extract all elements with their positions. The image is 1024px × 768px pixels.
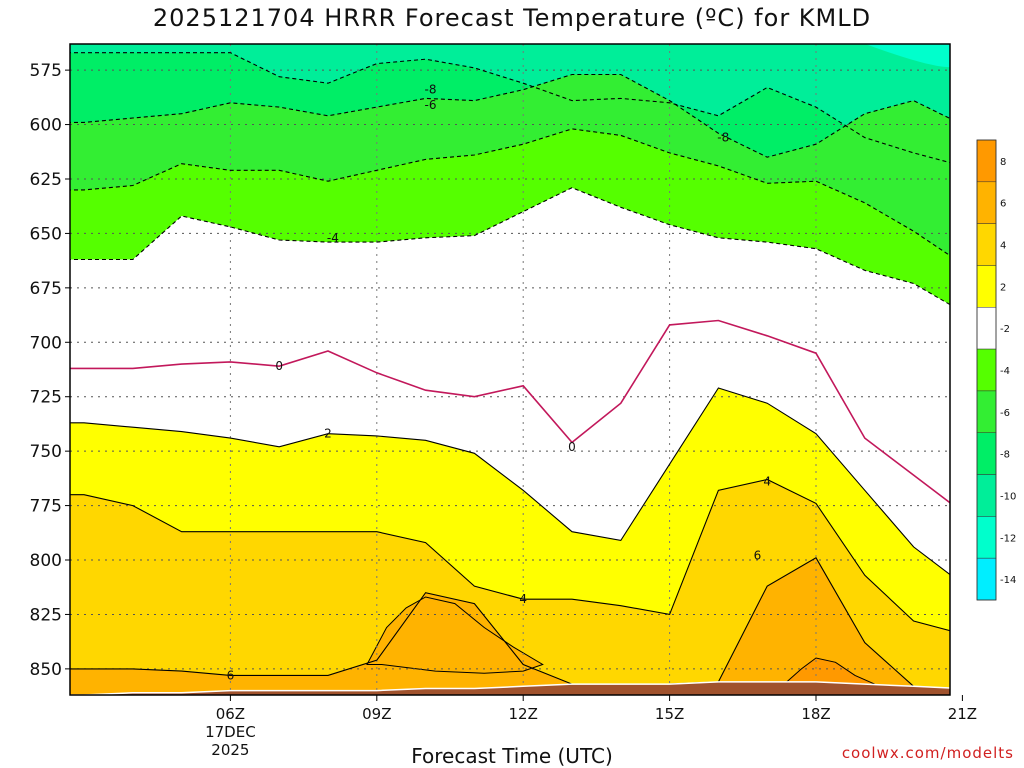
credit-link[interactable]: coolwx.com/modelts: [841, 744, 1014, 762]
colorbar-tick-9: -12: [1000, 533, 1016, 544]
colorbar: 8 6 4 2 -2 -4 -6 -8 -10 -12 -14: [976, 139, 1016, 601]
isotherm-minus4: [70, 128, 950, 257]
y-tick-label-625: 625: [30, 170, 62, 190]
colorbar-frame: [976, 139, 997, 601]
band-below-4: [70, 479, 950, 695]
colorbar-swatch-6: [976, 390, 997, 433]
colorbar-tick-3: 2: [1000, 282, 1006, 293]
contour-label-6: 2: [324, 427, 332, 441]
isotherm-4: [70, 478, 950, 632]
band-below-6: [70, 557, 950, 695]
band-cold-corner-14: [960, 42, 986, 57]
contour-label-8: 4: [763, 475, 771, 489]
x-axis-label: Forecast Time (UTC): [411, 744, 613, 768]
colorbar-swatch-1: [976, 181, 997, 224]
y-tick-label-575: 575: [30, 61, 62, 81]
isotherm-minus6: [70, 73, 950, 158]
band-cold-corner-12: [865, 44, 950, 68]
colorbar-tick-0: 8: [1000, 157, 1006, 168]
chart-title: 2025121704 HRRR Forecast Temperature (ºC…: [152, 4, 872, 32]
colorbar-tick-8: -10: [1000, 491, 1016, 502]
contour-label-1: -8: [717, 131, 729, 145]
colorbar-swatch-2: [976, 223, 997, 266]
y-axis: 575 600 625 650 675 700 725 750 775 800 825 850: [30, 61, 70, 680]
x-tick-year-6: 2025: [211, 741, 249, 759]
y-tick-label-675: 675: [30, 279, 62, 299]
contour-label-5: 0: [568, 440, 576, 454]
colorbar-tick-2: 4: [1000, 241, 1006, 252]
colorbar-swatch-3: [976, 265, 997, 308]
ground-layer: [70, 681, 950, 695]
y-tick-label-725: 725: [30, 388, 62, 408]
isotherm-6: [70, 557, 950, 691]
contour-label-9: 6: [227, 668, 235, 682]
colorbar-tick-1: 6: [1000, 199, 1006, 210]
x-tick-label-18: 18Z: [801, 705, 830, 723]
colorbar-swatch-10: [976, 557, 997, 601]
y-tick-label-850: 850: [30, 660, 62, 680]
colorbar-tick-7: -8: [1000, 450, 1010, 461]
y-tick-label-775: 775: [30, 497, 62, 517]
colorbar-swatch-5: [976, 348, 997, 392]
x-tick-label-6: 06Z: [216, 705, 245, 723]
contour-label-0: -8: [424, 83, 436, 97]
x-tick-label-9: 09Z: [362, 705, 391, 723]
warm-core-0: [366, 596, 544, 674]
colorbar-swatch-9: [976, 516, 997, 559]
x-tick-label-12: 12Z: [509, 705, 538, 723]
isotherm-minus2: [70, 187, 950, 306]
y-tick-label-800: 800: [30, 551, 62, 571]
x-tick-label-15: 15Z: [655, 705, 684, 723]
ground-surface: [70, 681, 950, 695]
plot-frame: [69, 43, 951, 696]
contour-label-2: -6: [424, 98, 436, 112]
y-tick-label-600: 600: [30, 116, 62, 136]
contour-label-10: 6: [754, 549, 762, 563]
y-tick-label-825: 825: [30, 605, 62, 625]
contour-label-3: -4: [327, 231, 339, 245]
y-tick-label-700: 700: [30, 333, 62, 353]
isotherm-2: [70, 387, 950, 576]
colorbar-tick-4: -2: [1000, 324, 1010, 335]
x-tick-label-21: 21Z: [948, 705, 977, 723]
colorbar-tick-10: -14: [1000, 575, 1016, 586]
x-tick-date-6: 17DEC: [205, 723, 256, 741]
colorbar-swatch-8: [976, 474, 997, 517]
colorbar-swatch-4: [976, 307, 997, 350]
isotherm-layer: [70, 52, 950, 691]
contour-label-4: 0: [275, 359, 283, 373]
temperature-fill-layer: [70, 42, 986, 695]
isotherm-minus8: [70, 52, 950, 164]
colorbar-swatch-0: [976, 139, 997, 183]
colorbar-tick-5: -4: [1000, 366, 1010, 377]
isotherm-0: [70, 319, 950, 504]
y-tick-label-650: 650: [30, 224, 62, 244]
contour-label-7: 4: [519, 592, 527, 606]
colorbar-tick-6: -6: [1000, 408, 1010, 419]
colorbar-swatch-7: [976, 432, 997, 475]
y-tick-label-750: 750: [30, 442, 62, 462]
